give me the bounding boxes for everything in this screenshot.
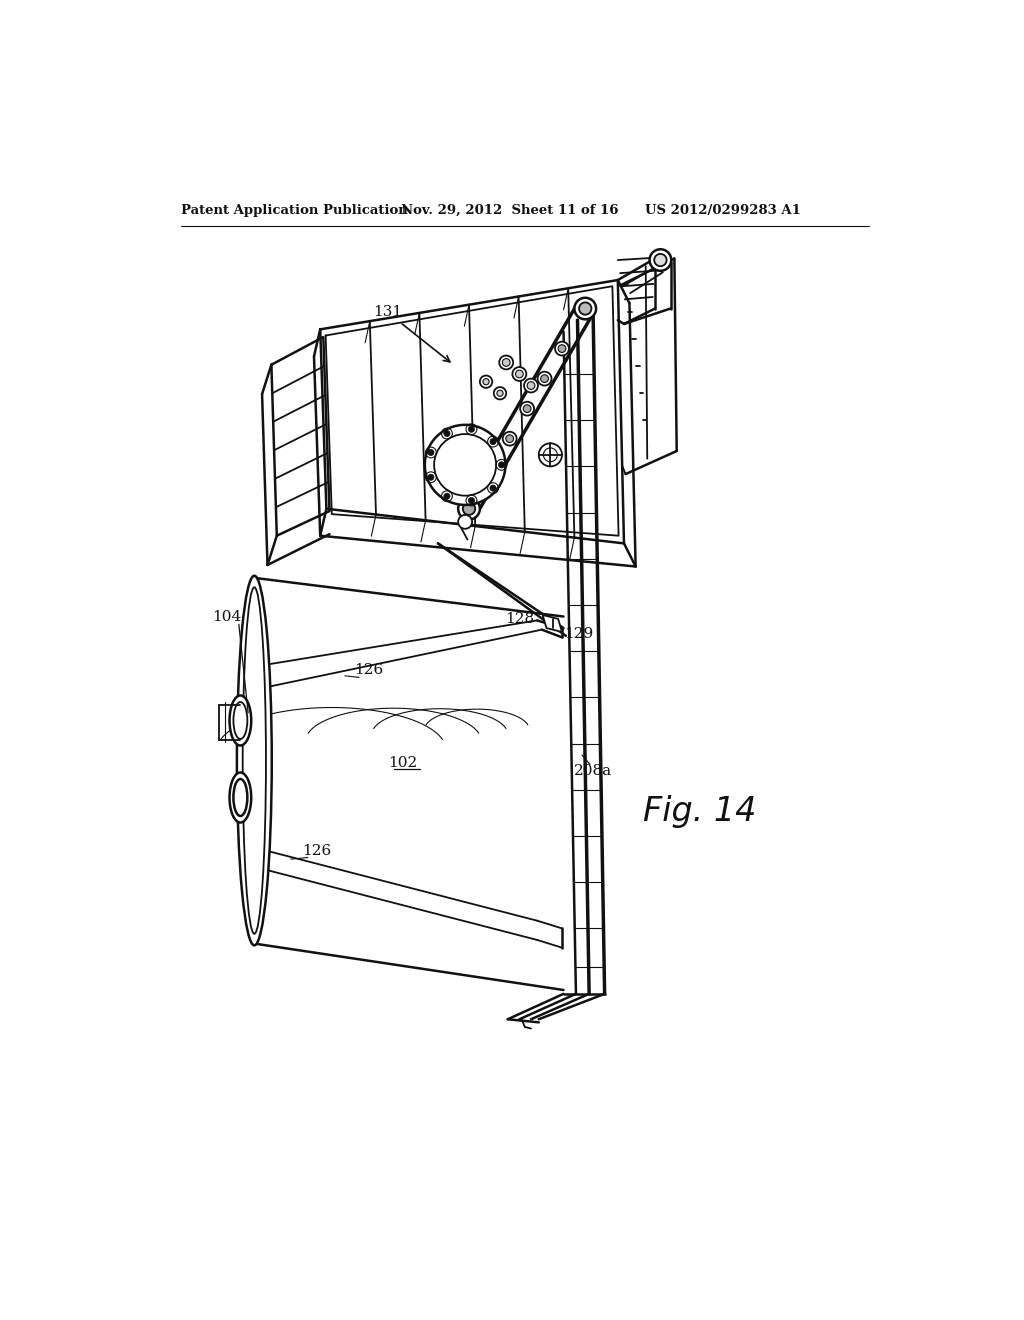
Circle shape [527, 381, 535, 389]
Circle shape [480, 376, 493, 388]
Polygon shape [543, 615, 562, 632]
Circle shape [654, 253, 667, 267]
Circle shape [463, 503, 475, 515]
Text: 126: 126 [302, 845, 331, 858]
Ellipse shape [233, 702, 248, 739]
Circle shape [541, 375, 549, 383]
Circle shape [503, 432, 517, 446]
Circle shape [515, 370, 523, 378]
Circle shape [574, 298, 596, 319]
Ellipse shape [229, 772, 251, 822]
Text: 128: 128 [505, 612, 534, 626]
Circle shape [523, 405, 531, 413]
Circle shape [485, 462, 500, 475]
Circle shape [544, 447, 557, 462]
Circle shape [468, 498, 474, 504]
Circle shape [649, 249, 672, 271]
Circle shape [579, 302, 592, 314]
Circle shape [425, 425, 506, 506]
Circle shape [483, 379, 489, 385]
Circle shape [539, 444, 562, 466]
Ellipse shape [237, 576, 271, 945]
Circle shape [468, 426, 474, 432]
Circle shape [520, 401, 535, 416]
Text: US 2012/0299283 A1: US 2012/0299283 A1 [645, 205, 801, 218]
Text: 104: 104 [212, 610, 241, 623]
Text: 102: 102 [388, 756, 418, 770]
Text: 131: 131 [373, 305, 450, 362]
Circle shape [489, 484, 497, 491]
Circle shape [489, 438, 497, 445]
Circle shape [538, 372, 552, 385]
Text: 126: 126 [353, 664, 383, 677]
Circle shape [558, 345, 566, 352]
Circle shape [488, 465, 496, 473]
Circle shape [503, 359, 510, 367]
Circle shape [458, 498, 480, 520]
Circle shape [497, 391, 503, 396]
Text: 129: 129 [564, 627, 594, 642]
Text: Nov. 29, 2012  Sheet 11 of 16: Nov. 29, 2012 Sheet 11 of 16 [400, 205, 618, 218]
Circle shape [443, 430, 450, 437]
Circle shape [494, 387, 506, 400]
Circle shape [512, 367, 526, 381]
Circle shape [524, 379, 538, 392]
Circle shape [443, 494, 450, 499]
Circle shape [506, 434, 514, 442]
Circle shape [499, 462, 505, 469]
Circle shape [434, 434, 496, 496]
Ellipse shape [229, 696, 251, 746]
Circle shape [500, 355, 513, 370]
Circle shape [458, 515, 472, 529]
Text: Patent Application Publication: Patent Application Publication [180, 205, 408, 218]
Text: 208a: 208a [573, 763, 612, 777]
Circle shape [428, 474, 434, 480]
Circle shape [555, 342, 569, 355]
Circle shape [428, 449, 434, 455]
Text: Fig. 14: Fig. 14 [643, 795, 757, 828]
Ellipse shape [233, 779, 248, 816]
